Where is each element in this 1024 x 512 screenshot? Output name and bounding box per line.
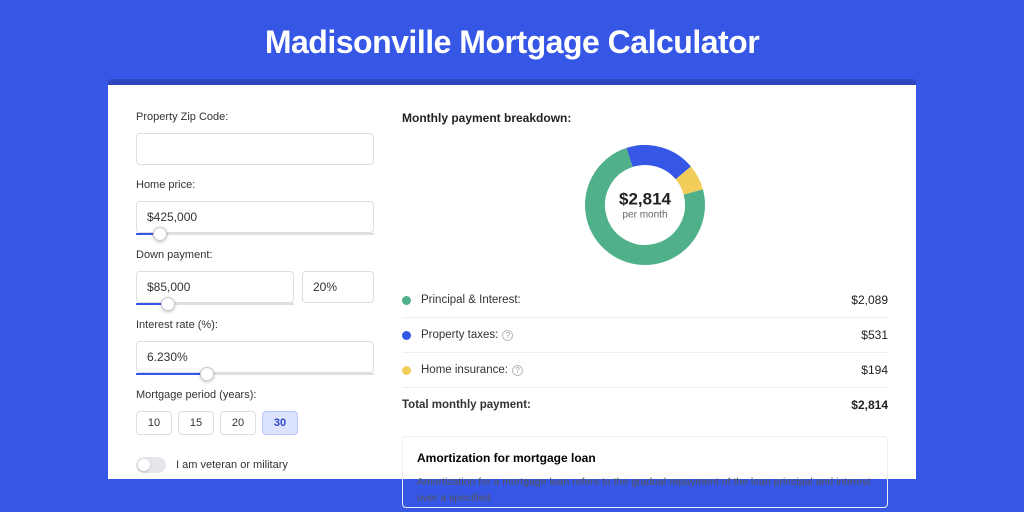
interest-rate-slider[interactable] — [136, 373, 374, 375]
card-shadow: Property Zip Code: Home price: Down paym… — [108, 79, 916, 479]
home-price-slider[interactable] — [136, 233, 374, 235]
breakdown-value: $2,089 — [851, 293, 888, 307]
donut-amount: $2,814 — [619, 190, 671, 210]
amortization-box: Amortization for mortgage loan Amortizat… — [402, 436, 888, 508]
period-option-15[interactable]: 15 — [178, 411, 214, 435]
home-price-label: Home price: — [136, 179, 374, 191]
donut-center: $2,814 per month — [619, 190, 671, 221]
period-option-20[interactable]: 20 — [220, 411, 256, 435]
page-title: Madisonville Mortgage Calculator — [0, 0, 1024, 79]
calculator-card: Property Zip Code: Home price: Down paym… — [108, 85, 916, 479]
legend-dot — [402, 366, 411, 375]
donut-chart-wrap: $2,814 per month — [402, 139, 888, 283]
breakdown-value: $531 — [861, 328, 888, 342]
donut-segment-tax — [630, 155, 684, 173]
down-payment-slider[interactable] — [136, 303, 294, 305]
amortization-title: Amortization for mortgage loan — [417, 451, 873, 465]
period-label: Mortgage period (years): — [136, 389, 374, 401]
zip-input[interactable] — [136, 133, 374, 165]
period-option-30[interactable]: 30 — [262, 411, 298, 435]
breakdown-label: Property taxes: ? — [421, 329, 861, 341]
interest-rate-field: Interest rate (%): — [136, 319, 374, 375]
form-column: Property Zip Code: Home price: Down paym… — [136, 111, 374, 479]
total-row: Total monthly payment: $2,814 — [402, 388, 888, 422]
down-payment-amount-input[interactable] — [136, 271, 294, 303]
period-field: Mortgage period (years): 10152030 — [136, 389, 374, 435]
slider-knob[interactable] — [153, 227, 167, 241]
down-payment-percent-input[interactable] — [302, 271, 374, 303]
breakdown-column: Monthly payment breakdown: $2,814 per mo… — [402, 111, 888, 479]
veteran-row: I am veteran or military — [136, 457, 374, 473]
legend-dot — [402, 296, 411, 305]
breakdown-title: Monthly payment breakdown: — [402, 111, 888, 125]
period-option-10[interactable]: 10 — [136, 411, 172, 435]
breakdown-row-tax: Property taxes: ?$531 — [402, 318, 888, 352]
help-icon[interactable]: ? — [502, 330, 513, 341]
total-value: $2,814 — [851, 398, 888, 412]
zip-field: Property Zip Code: — [136, 111, 374, 165]
slider-knob[interactable] — [200, 367, 214, 381]
home-price-input[interactable] — [136, 201, 374, 233]
down-payment-label: Down payment: — [136, 249, 374, 261]
breakdown-row-pi: Principal & Interest:$2,089 — [402, 283, 888, 317]
veteran-toggle[interactable] — [136, 457, 166, 473]
slider-knob[interactable] — [161, 297, 175, 311]
veteran-label: I am veteran or military — [176, 459, 288, 471]
down-payment-field: Down payment: — [136, 249, 374, 305]
legend-dot — [402, 331, 411, 340]
interest-rate-input[interactable] — [136, 341, 374, 373]
breakdown-label: Principal & Interest: — [421, 294, 851, 306]
breakdown-row-ins: Home insurance: ?$194 — [402, 353, 888, 387]
amortization-text: Amortization for a mortgage loan refers … — [417, 475, 873, 507]
breakdown-value: $194 — [861, 363, 888, 377]
donut-chart: $2,814 per month — [585, 145, 705, 265]
total-label: Total monthly payment: — [402, 399, 851, 411]
home-price-field: Home price: — [136, 179, 374, 235]
zip-label: Property Zip Code: — [136, 111, 374, 123]
toggle-knob — [138, 459, 150, 471]
help-icon[interactable]: ? — [512, 365, 523, 376]
donut-segment-ins — [683, 173, 693, 192]
donut-sub: per month — [619, 210, 671, 221]
interest-rate-label: Interest rate (%): — [136, 319, 374, 331]
breakdown-label: Home insurance: ? — [421, 364, 861, 376]
